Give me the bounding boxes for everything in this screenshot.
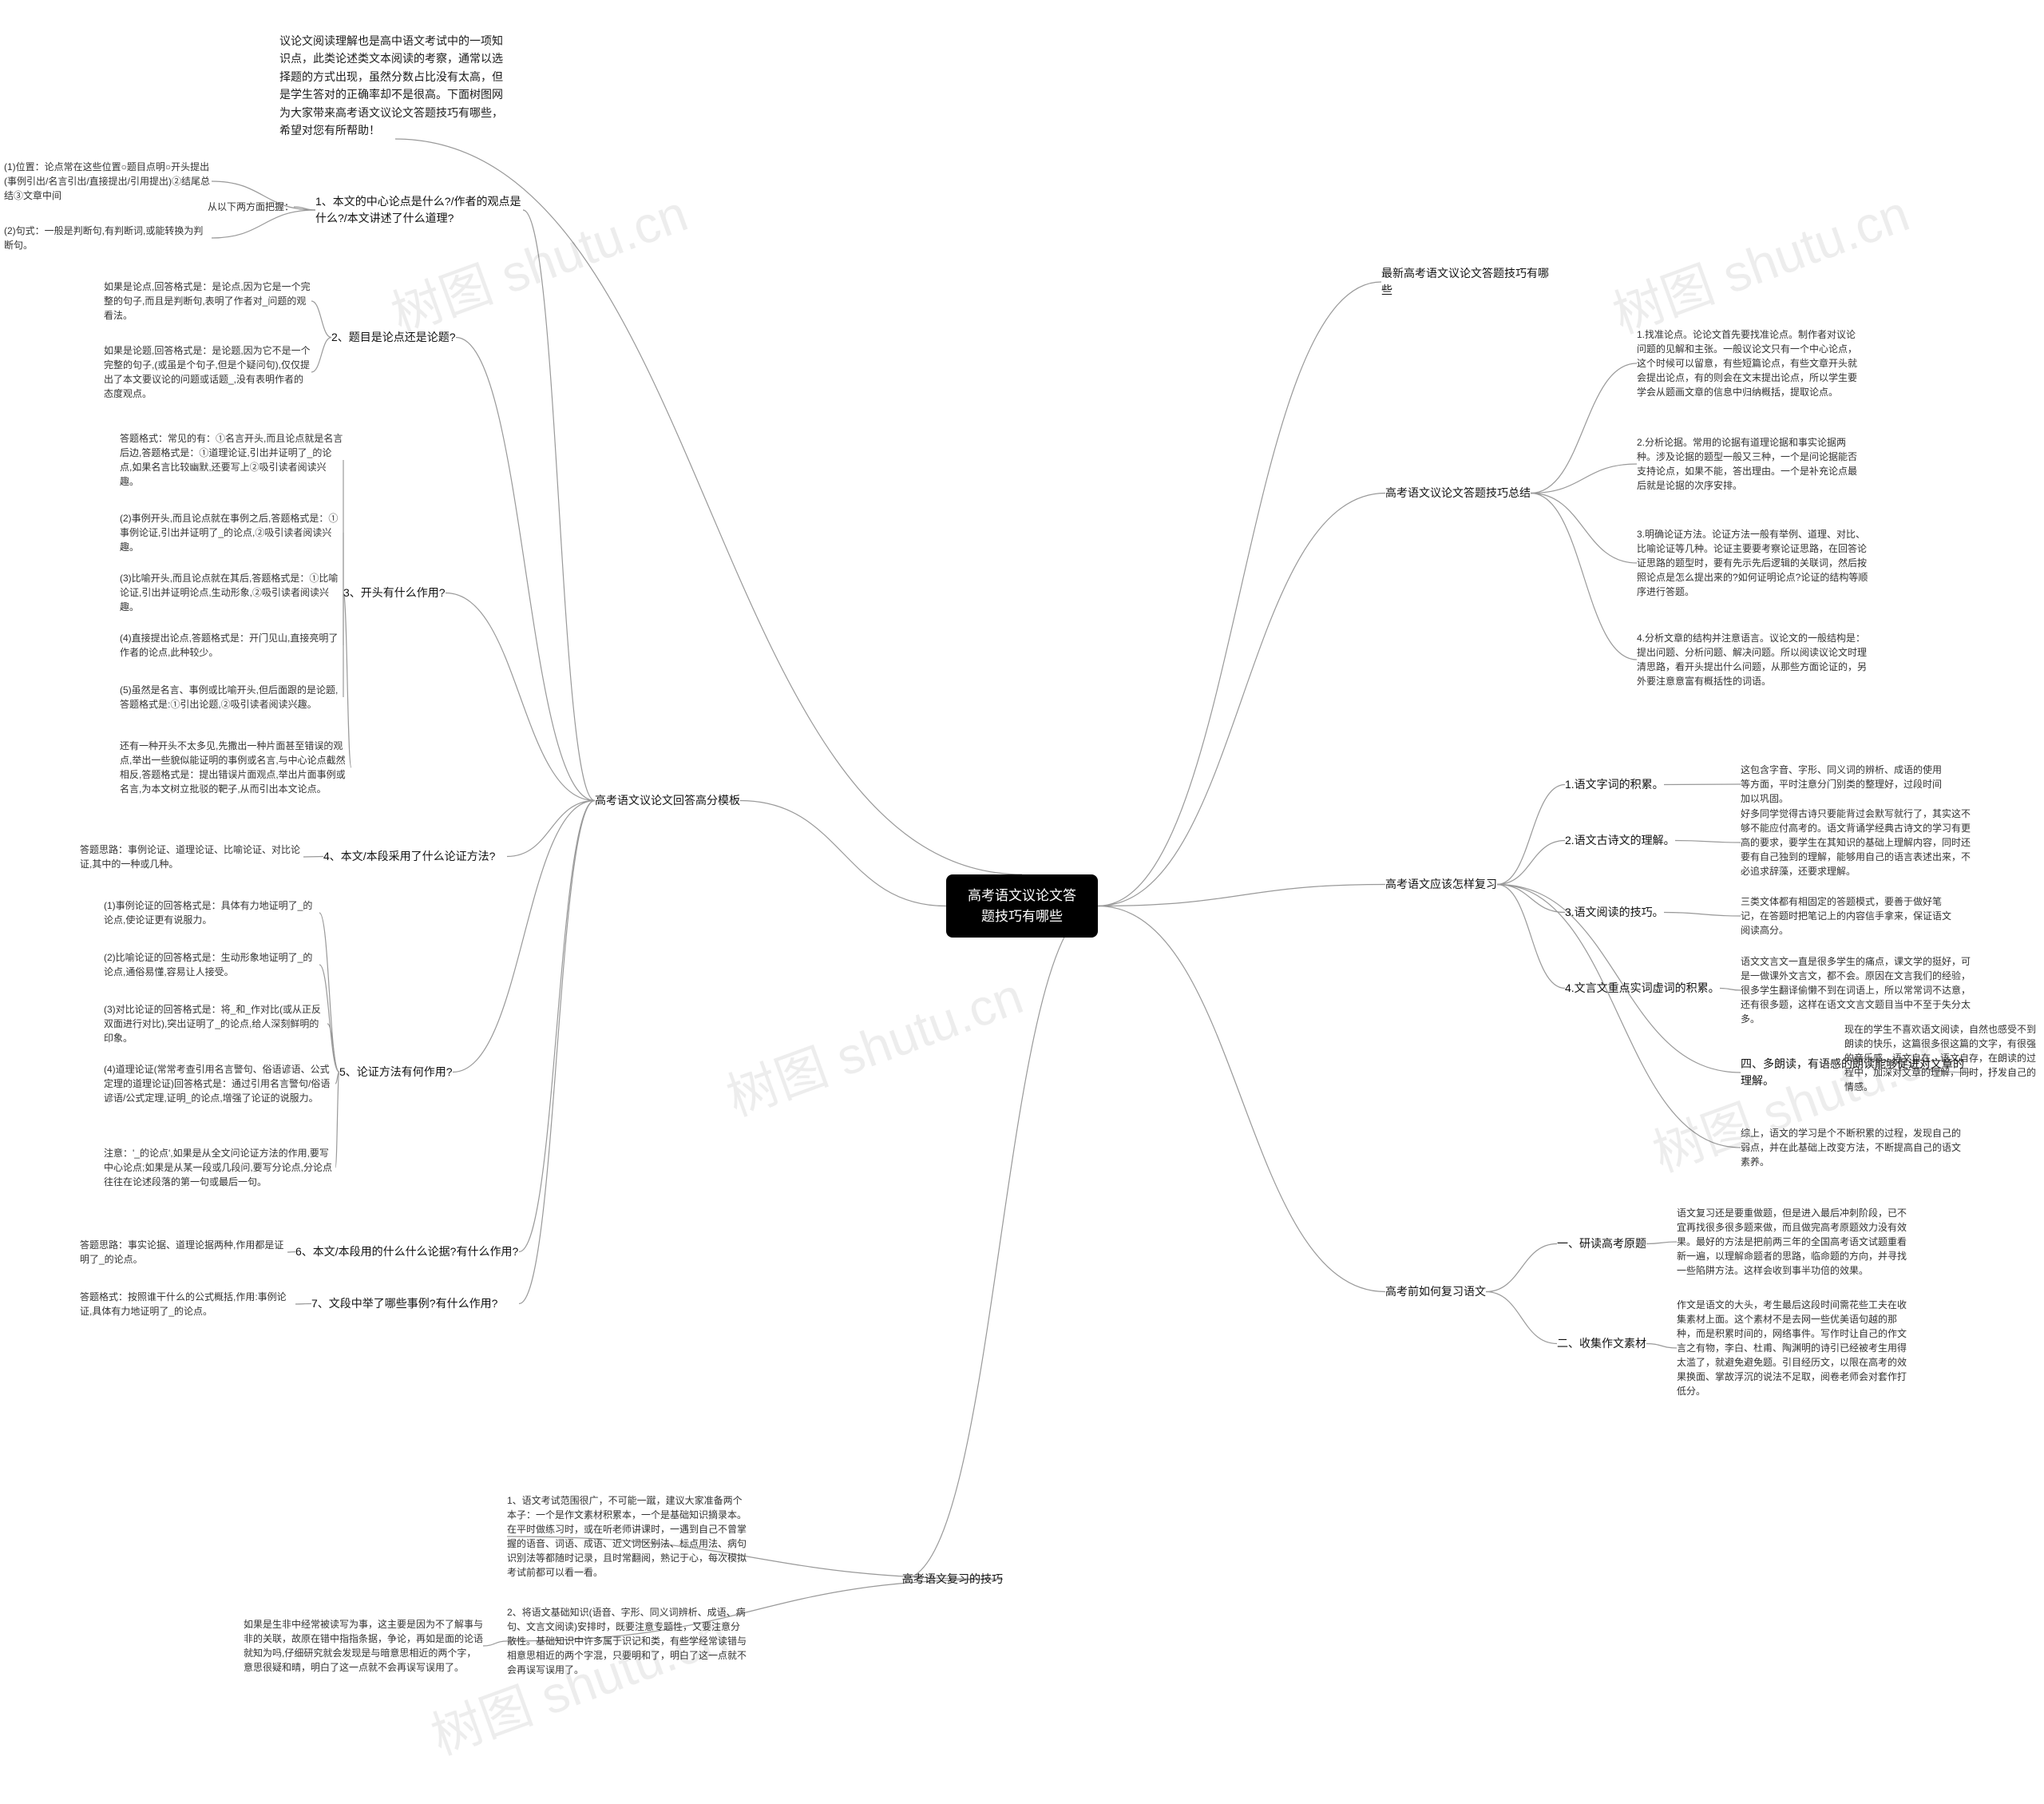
b2a: 1.找准论点。论论文首先要找准论点。制作者对议论问题的见解和主张。一般议论文只有… (1637, 327, 1860, 399)
b4: 高考前如何复习语文 (1385, 1282, 1486, 1302)
b5b: 2、将语文基础知识(语音、字形、同义词辨析、成语、病句、文言文阅读)安排时，既要… (507, 1605, 747, 1677)
b4b1: 作文是语文的大头，考生最后这段时间需花些工夫在收集素材上面。这个素材不是去网一些… (1677, 1298, 1908, 1398)
b6q2a: 如果是论点,回答格式是：是论点,因为它是一个完整的句子,而且是判断句,表明了作者… (104, 280, 311, 323)
b3a1: 这包含字音、字形、同义词的辨析、成语的使用等方面，平时注意分门别类的整理好，过段… (1741, 763, 1948, 806)
b5a: 1、语文考试范围很广，不可能一蹴，建议大家准备两个本子：一个是作文素材积累本，一… (507, 1493, 747, 1580)
b6q2: 2、题目是论点还是论题? (331, 327, 456, 347)
b1: 最新高考语文议论文答题技巧有哪些 (1381, 264, 1557, 300)
b5: 高考语文复习的技巧 (902, 1569, 1003, 1589)
b6q1a: (1)位置：论点常在这些位置○题目点明○开头提出(事例引出/名言引出/直接提出/… (4, 160, 212, 203)
b3b: 2.语文古诗文的理解。 (1565, 831, 1675, 850)
b2b: 2.分析论据。常用的论据有道理论据和事实论据两种。涉及论据的题型一般又三种，一个… (1637, 435, 1860, 493)
b3c: 3.语文阅读的技巧。 (1565, 902, 1664, 922)
mindmap-center: 高考语文议论文答题技巧有哪些 (946, 874, 1098, 938)
b6q3f: 还有一种开头不太多见,先撒出一种片面甚至错误的观点,举出一些貌似能证明的事例或名… (120, 739, 351, 796)
b3: 高考语文应该怎样复习 (1385, 874, 1497, 894)
b6q7p: 答题格式：按照谁干什么的公式概括,作用:事例论证,具体有力地证明了_的论点。 (80, 1290, 295, 1318)
b6q4: 4、本文/本段采用了什么论证方法? (323, 846, 507, 866)
b6q4p: 答题思路：事例论证、道理论证、比喻论证、对比论证,其中的一种或几种。 (80, 843, 303, 871)
b3c1: 三类文体都有相固定的答题模式，要善于做好笔记，在答题时把笔记上的内容信手拿来，保… (1741, 894, 1956, 938)
b6q3c: (3)比喻开头,而且论点就在其后,答题格式是：①比喻论证,引出并证明论点,生动形… (120, 571, 343, 614)
b6q5c: (3)对比论证的回答格式是：将_和_作对比(或从正反双面进行对比),突出证明了_… (104, 1002, 327, 1045)
b6q1p: 从以下两方面把握： (208, 200, 294, 214)
b4a1: 语文复习还是要重做题，但是进入最后冲刺阶段，已不宜再找很多很多题来做，而且做完高… (1677, 1206, 1908, 1278)
b6q3e: (5)虽然是名言、事例或比喻开头,但后面跟的是论题,答题格式是:①引出论题,②吸… (120, 683, 343, 712)
b3e1: 现在的学生不喜欢语文阅读，自然也感受不到朗读的快乐，这篇很多很这篇的文字，有很强… (1844, 1022, 2036, 1094)
b2: 高考语文议论文答题技巧总结 (1385, 483, 1531, 503)
intro-paragraph: 议论文阅读理解也是高中语文考试中的一项知识点，此类论述类文本阅读的考察，通常以选… (279, 32, 511, 139)
b6q7: 7、文段中举了哪些事例?有什么作用? (311, 1294, 519, 1314)
b6q6p: 答题思路：事实论据、道理论据两种,作用都是证明了_的论点。 (80, 1238, 287, 1267)
b6q3a: 答题格式：常见的有：①名言开头,而且论点就是名言后边,答题格式是：①道理论证,引… (120, 431, 343, 489)
b6q5b: (2)比喻论证的回答格式是：生动形象地证明了_的论点,通俗易懂,容易让人接受。 (104, 950, 319, 979)
b2d: 4.分析文章的结构并注意语言。议论文的一般结构是：提出问题、分析问题、解决问题。… (1637, 631, 1868, 688)
b5b0: 如果是生非中经常被读写为事，这主要是因为不了解事与非的关联，故原在错中指指条据，… (244, 1617, 483, 1675)
b6q5a: (1)事例论证的回答格式是：具体有力地证明了_的论点,使论证更有说服力。 (104, 898, 319, 927)
b6q5d: (4)道理论证(常常考查引用名言警句、俗语谚语、公式定理的道理论证)回答格式是：… (104, 1062, 335, 1105)
b4b: 二、收集作文素材 (1557, 1334, 1646, 1354)
b3b1: 好多同学觉得古诗只要能背过会默写就行了，其实这不够不能应付高考的。语文背诵学经典… (1741, 807, 1972, 878)
b6q1b: (2)句式：一般是判断句,有判断词,或能转换为判断句。 (4, 224, 212, 252)
b6q5: 5、论证方法有何作用? (339, 1062, 453, 1082)
b6q2b: 如果是论题,回答格式是：是论题,因为它不是一个完整的句子,(或虽是个句子,但是个… (104, 343, 311, 401)
b6: 高考语文议论文回答高分模板 (595, 791, 740, 811)
b2c: 3.明确论证方法。论证方法一般有举例、道理、对比、比喻论证等几种。论证主要要考察… (1637, 527, 1868, 599)
b4a: 一、研读高考原题 (1557, 1234, 1646, 1254)
b3a: 1.语文字词的积累。 (1565, 775, 1664, 795)
b3d1: 语文文言文一直是很多学生的痛点，课文学的挺好，可是一做课外文言文，都不会。原因在… (1741, 954, 1972, 1026)
b6q3b: (2)事例开头,而且论点就在事例之后,答题格式是：①事例论证,引出并证明了_的论… (120, 511, 343, 554)
b6q5e: 注意：'_的论点',如果是从全文问论证方法的作用,要写中心论点;如果是从某一段或… (104, 1146, 335, 1189)
b6q3d: (4)直接提出论点,答题格式是：开门见山,直接亮明了作者的论点,此种较少。 (120, 631, 343, 660)
b3f: 综上，语文的学习是个不断积累的过程，发现自己的弱点，并在此基础上改变方法，不断提… (1741, 1126, 1964, 1169)
b6q3: 3、开头有什么作用? (343, 583, 446, 603)
b3d: 4.文言文重点实词虚词的积累。 (1565, 978, 1720, 998)
b6q6: 6、本文/本段用的什么什么论据?有什么作用? (295, 1242, 519, 1262)
b6q1: 1、本文的中心论点是什么?/作者的观点是什么?/本文讲述了什么道理? (315, 192, 523, 228)
watermark: 树图 shutu.cn (1602, 172, 1918, 347)
watermark: 树图 shutu.cn (715, 955, 1032, 1130)
